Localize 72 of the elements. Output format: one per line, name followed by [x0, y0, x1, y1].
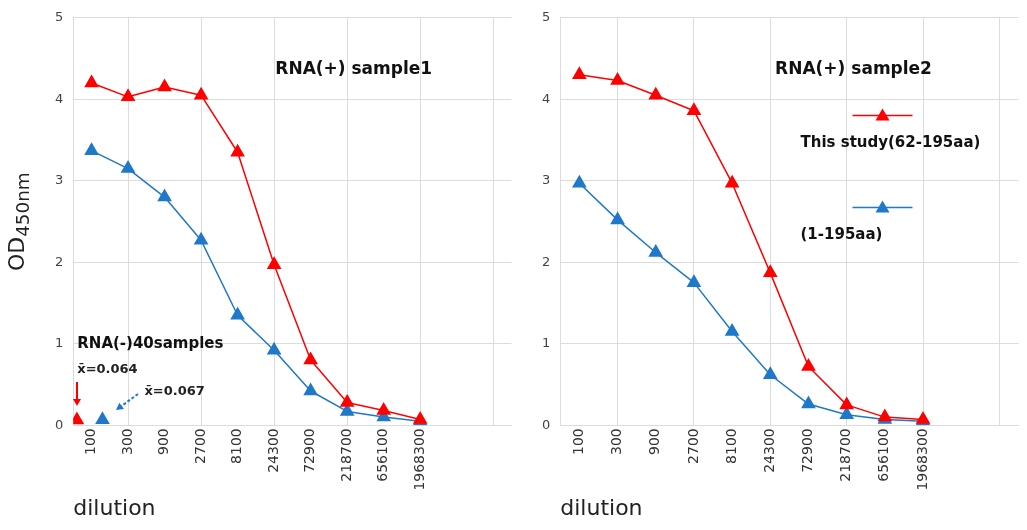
- point: [610, 212, 625, 225]
- x-tick-label: 72900: [301, 428, 318, 473]
- x-axis-title: dilution: [73, 494, 156, 520]
- point: [230, 144, 245, 157]
- point: [267, 256, 281, 269]
- point: [194, 232, 208, 245]
- y-tick-label: 1: [541, 335, 551, 351]
- y-tick-label: 1: [54, 335, 64, 351]
- annotation: RNA(-)40samples: [77, 333, 224, 352]
- x-tick-label: 656100: [374, 428, 391, 482]
- text: RNA(+) sample2: [775, 58, 932, 79]
- y-tick-label: 2: [54, 253, 64, 269]
- point: [157, 79, 172, 92]
- point: [303, 352, 318, 365]
- x-tick-label: 656100: [875, 428, 892, 482]
- y-tick-label: 3: [54, 172, 64, 188]
- x-tick-label: 1968300: [913, 428, 930, 491]
- point: [303, 383, 318, 396]
- point: [687, 274, 701, 287]
- y-tick-label: 3: [541, 172, 551, 188]
- point: [610, 72, 625, 85]
- point: [572, 175, 587, 188]
- point: [572, 67, 587, 80]
- x-tick-label: 24300: [264, 428, 281, 473]
- point: [121, 89, 135, 102]
- x-tick-label: 100: [82, 428, 99, 455]
- x-tick-label: 24300: [760, 428, 777, 473]
- point: [121, 160, 135, 173]
- point: [267, 342, 281, 355]
- legend-label: This study(62-195aa): [800, 133, 981, 152]
- point: [84, 142, 99, 155]
- annotation: x̄=0.067: [144, 383, 205, 399]
- point: [763, 265, 778, 278]
- x-tick-label: 8100: [722, 428, 739, 464]
- y-tick-label: 2: [541, 253, 551, 269]
- point: [648, 87, 663, 100]
- y-tick-label: 0: [54, 416, 64, 432]
- text: RNA(+) sample1: [275, 58, 433, 79]
- x-tick-label: 900: [155, 428, 172, 455]
- point: [230, 307, 245, 320]
- point: [725, 175, 739, 188]
- y-tick-label: 0: [541, 416, 551, 432]
- legend-label: (1-195aa): [800, 225, 883, 244]
- x-tick-label: 900: [646, 428, 663, 455]
- point: [687, 102, 701, 115]
- point: [648, 244, 663, 257]
- point: [84, 75, 99, 88]
- x-tick-label: 218700: [837, 428, 854, 482]
- point: [725, 323, 739, 336]
- x-tick-label: 2700: [191, 428, 208, 464]
- point: [376, 402, 391, 415]
- x-tick-label: 300: [608, 428, 625, 455]
- point: [839, 397, 854, 410]
- x-axis-title: dilution: [560, 494, 643, 520]
- point: [157, 189, 172, 202]
- annotation: x̄=0.064: [77, 361, 138, 377]
- point: [801, 396, 816, 409]
- x-tick-label: 1968300: [410, 428, 427, 491]
- x-tick-label: 218700: [337, 428, 354, 482]
- y-tick-label: 5: [541, 9, 551, 25]
- x-tick-label: 72900: [799, 428, 816, 473]
- point: [340, 394, 354, 407]
- x-tick-label: 8100: [228, 428, 245, 464]
- x-tick-label: 2700: [684, 428, 701, 464]
- y-tick-label: 4: [541, 90, 551, 106]
- y-tick-label: 5: [54, 9, 64, 25]
- point: [194, 87, 208, 100]
- y-tick-label: 4: [54, 90, 64, 106]
- x-tick-label: 100: [570, 428, 586, 455]
- x-tick-label: 300: [118, 428, 135, 455]
- point: [763, 366, 778, 379]
- point: [801, 358, 816, 371]
